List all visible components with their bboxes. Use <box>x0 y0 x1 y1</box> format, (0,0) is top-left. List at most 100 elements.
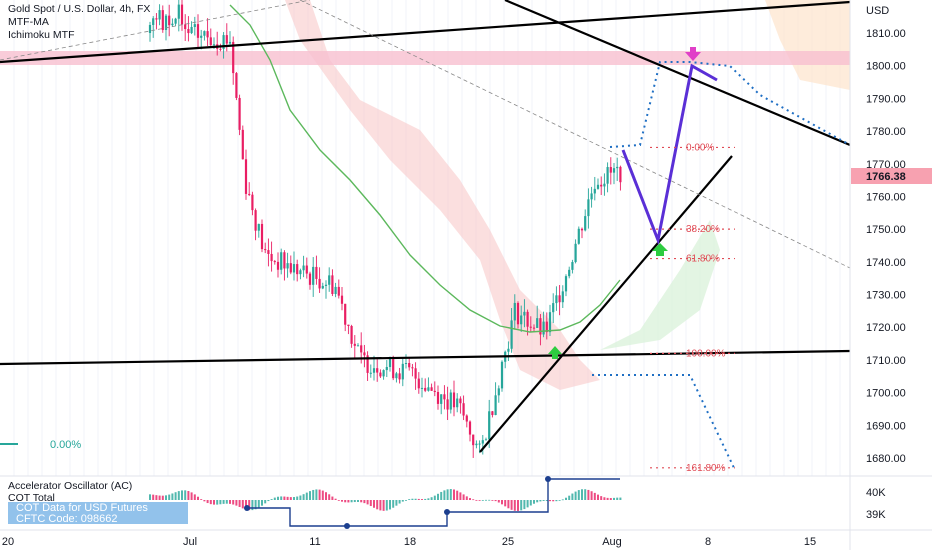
candle-body <box>152 18 155 25</box>
candle-body <box>177 4 180 19</box>
oscillator-bar <box>299 495 302 500</box>
candle-body <box>462 403 465 416</box>
up-arrow-icon <box>548 346 562 359</box>
oscillator-bar <box>517 500 519 511</box>
candle-body <box>440 394 443 404</box>
candle-body <box>318 278 321 289</box>
candle-body <box>497 388 500 396</box>
candle-body <box>587 199 590 217</box>
oscillator-bar <box>616 497 619 500</box>
oscillator-bar <box>286 496 289 500</box>
oscillator-bar <box>318 489 321 500</box>
oscillator-bar <box>267 500 270 502</box>
candle-body <box>286 263 289 269</box>
candle-body <box>308 273 312 285</box>
chart-symbol-legend[interactable]: Gold Spot / U.S. Dollar, 4h, FX <box>8 3 151 15</box>
oscillator-bar <box>584 489 587 500</box>
candle-body <box>494 395 497 416</box>
oscillator-bar <box>456 490 459 500</box>
candle-body <box>475 443 478 446</box>
cot-total-legend[interactable]: COT Total <box>8 492 55 504</box>
ichimoku-cloud <box>285 0 600 390</box>
oscillator-bar <box>376 500 379 510</box>
price-axis-ticks: 1680.00 1690.00 1700.00 1710.00 1720.00 1730.… <box>866 28 906 465</box>
oscillator-bar <box>373 500 375 508</box>
candle-body <box>606 167 609 184</box>
candle-body <box>459 398 462 404</box>
oscillator-bar <box>414 498 417 500</box>
candle-body <box>328 275 331 285</box>
oscillator-bar <box>219 500 222 505</box>
cot-point <box>244 505 250 511</box>
projection-path <box>621 63 718 246</box>
down-arrow-icon <box>685 47 701 61</box>
current-price-tag <box>851 168 932 184</box>
price-axis-unit: USD <box>866 5 889 17</box>
candle-body <box>600 184 603 187</box>
oscillator-bar <box>609 498 612 500</box>
candle-body <box>392 357 395 379</box>
candle-body <box>193 24 196 27</box>
oscillator-bar <box>283 496 286 500</box>
oscillator-bar <box>270 499 273 500</box>
dotted-upper-projection <box>609 61 851 148</box>
oscillator-bar <box>472 499 475 501</box>
oscillator-bar <box>417 498 420 500</box>
price-tick-label: 1780.00 <box>866 126 906 138</box>
candle-body <box>523 311 526 316</box>
oscillator-bar <box>341 500 343 502</box>
oscillator-bar <box>590 491 593 500</box>
oscillator-bar <box>398 500 401 504</box>
price-tick-label: 1720.00 <box>866 322 906 334</box>
oscillator-bar <box>475 499 478 501</box>
candle-body <box>516 302 520 325</box>
candle-body <box>555 295 558 304</box>
price-tick-label: 1690.00 <box>866 420 906 432</box>
cot-info-box <box>8 502 188 524</box>
candle-body <box>593 188 596 194</box>
candle-body <box>532 327 536 329</box>
oscillator-bar <box>158 495 161 500</box>
oscillator-bar <box>363 500 366 504</box>
fib-level-label: 100.00% <box>686 348 726 359</box>
candle-body <box>180 4 184 25</box>
oscillator-bar <box>296 496 299 500</box>
candle-body <box>548 312 552 333</box>
ma-legend[interactable]: MTF-MA <box>8 16 49 28</box>
candle-body <box>446 399 449 410</box>
candle-body <box>228 41 232 44</box>
candle-body <box>158 10 161 20</box>
oscillator-bar <box>248 500 251 511</box>
ichimoku-legend[interactable]: Ichimoku MTF <box>8 29 75 41</box>
oscillator-bar <box>184 490 187 500</box>
candle-body <box>334 286 337 294</box>
oscillator-bar <box>251 500 254 511</box>
oscillator-bar <box>513 500 516 511</box>
oscillator-bar <box>433 495 436 500</box>
candle-body <box>244 159 248 194</box>
candle-body <box>257 223 260 231</box>
oscillator-bar <box>507 500 510 509</box>
candle-body <box>363 352 366 356</box>
oscillator-bar <box>536 500 539 503</box>
oscillator-bar <box>574 491 577 500</box>
oscillator-bar <box>488 499 491 501</box>
price-tick-label: 1750.00 <box>866 224 906 236</box>
price-tick-label: 1730.00 <box>866 290 906 302</box>
candle-body <box>472 434 475 446</box>
oscillator-legend[interactable]: Accelerator Oscillator (AC) <box>8 480 133 492</box>
candle-body <box>273 261 276 263</box>
candle-body <box>395 373 398 379</box>
top-dashed-line <box>0 0 311 61</box>
candle-body <box>577 228 580 244</box>
candle-body <box>382 370 385 377</box>
oscillator-bar <box>245 500 247 510</box>
oscillator-bar <box>497 500 500 503</box>
price-tick-label: 1770.00 <box>866 159 906 171</box>
candle-body <box>264 249 267 251</box>
candle-body <box>254 210 257 231</box>
oscillator-bar <box>424 498 427 500</box>
oscillator-bar <box>293 497 295 500</box>
oscillator-bar <box>273 497 276 500</box>
